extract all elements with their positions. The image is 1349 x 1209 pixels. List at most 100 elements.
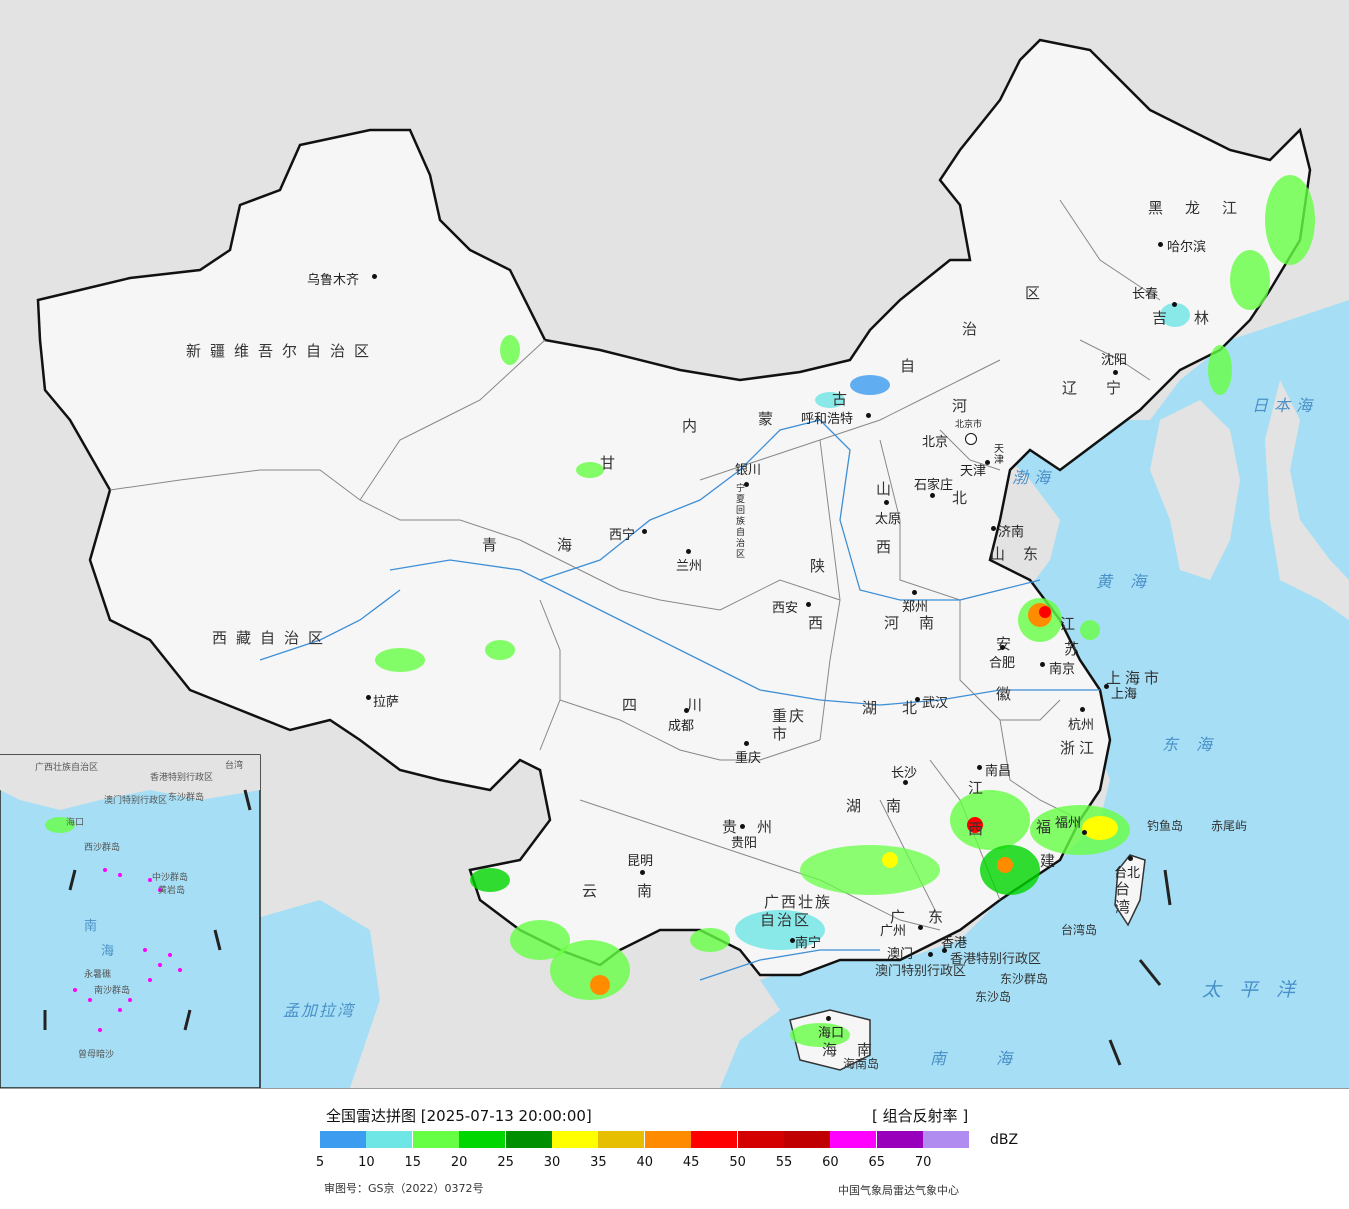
city-dot — [1040, 662, 1045, 667]
province-hui: 徽 — [996, 685, 1021, 703]
china-mainland — [36, 38, 1312, 977]
province-heilongjiang: 黑龙江 — [1148, 199, 1260, 217]
south-china-sea-inset — [0, 754, 261, 1088]
city-haikou: 海口 — [818, 1026, 845, 1041]
city-hangzhou: 杭州 — [1068, 718, 1095, 733]
legend-tick: 5 — [315, 1155, 325, 1170]
city-dot — [928, 952, 933, 957]
island-dongsha: 东沙岛 — [975, 990, 1012, 1004]
city-dot — [1104, 684, 1109, 689]
province-nan: 南 — [886, 797, 911, 815]
province-ning: 宁 — [1106, 379, 1131, 397]
city-dot — [640, 870, 645, 875]
province-xi: 西 — [808, 614, 833, 632]
province-chongqing: 重庆市 — [772, 707, 807, 743]
legend-tick: 45 — [682, 1155, 700, 1170]
city-dot — [866, 413, 871, 418]
province-guizhou: 贵州 — [722, 818, 793, 836]
approval-number: 审图号：GS京（2022）0372号 — [324, 1182, 484, 1195]
inset-haikou: 海口 — [66, 818, 85, 828]
province-shanghai: 上海市 — [1106, 669, 1164, 687]
city-dot — [991, 526, 996, 531]
city-dot — [930, 493, 935, 498]
legend-tick: 40 — [636, 1155, 654, 1170]
radar-map[interactable]: 新疆维吾尔自治区 西藏自治区 青海 甘 四川 云南 贵州 重庆市 陕 西 宁夏回… — [0, 0, 1349, 1088]
province-guangxi: 广西壮族 — [764, 893, 833, 911]
legend-tick: 20 — [450, 1155, 468, 1170]
inset-zhongsha: 中沙群岛 — [152, 873, 189, 883]
city-guangzhou: 广州 — [880, 924, 907, 939]
sea-east: 东海 — [1162, 735, 1231, 754]
city-dot — [744, 741, 749, 746]
province-dong: 东 — [928, 908, 953, 926]
sea-pacific: 太平洋 — [1202, 979, 1314, 1001]
map-canvas — [0, 0, 1349, 1088]
city-changchun: 长春 — [1132, 287, 1159, 302]
city-tianjin-shi: 天津 — [994, 444, 1004, 466]
inset-sea-nan: 南 — [84, 919, 98, 934]
province-shaan: 陕 — [810, 557, 835, 575]
city-dot — [642, 529, 647, 534]
province-shanxi-xi: 西 — [876, 538, 901, 556]
city-dot — [372, 274, 377, 279]
city-dot — [918, 925, 923, 930]
city-dot — [1172, 302, 1177, 307]
legend-swatch — [366, 1131, 413, 1148]
city-beijing: 北京 — [922, 435, 949, 450]
legend-swatch — [737, 1131, 784, 1148]
rivers — [259, 419, 1100, 981]
legend-tick: 55 — [775, 1155, 793, 1170]
inset-taiwan: 台湾 — [225, 761, 244, 771]
sea-bengal: 孟加拉湾 — [283, 1001, 356, 1020]
product-name: [ 组合反射率 ] — [872, 1107, 969, 1125]
city-zhengzhou: 郑州 — [902, 600, 929, 615]
inset-dongsha: 东沙群岛 — [168, 793, 205, 803]
city-shanghai: 上海 — [1111, 687, 1138, 702]
province-ningxia: 宁夏回族自治区 — [736, 484, 746, 560]
province-nei: 内 — [682, 417, 707, 435]
inset-yongshu: 永暑礁 — [84, 970, 112, 980]
island-dongsha-qundao: 东沙群岛 — [1000, 972, 1049, 986]
legend-swatch — [552, 1131, 598, 1148]
city-changsha: 长沙 — [891, 766, 918, 781]
city-dot — [744, 482, 749, 487]
province-zhejiang: 浙江 — [1060, 739, 1099, 757]
inset-hk: 香港特别行政区 — [150, 773, 214, 783]
city-dot — [826, 1016, 831, 1021]
city-shenyang: 沈阳 — [1101, 353, 1128, 368]
city-lhasa: 拉萨 — [373, 695, 400, 710]
legend-swatch — [691, 1131, 738, 1148]
province-su: 苏 — [1064, 640, 1089, 658]
legend-panel — [0, 1088, 1349, 1209]
city-dot — [1158, 242, 1163, 247]
island-taiwan: 台湾岛 — [1061, 923, 1098, 937]
city-dot — [942, 948, 947, 953]
island-chiwei: 赤尾屿 — [1211, 819, 1248, 833]
bay-of-bengal — [250, 900, 380, 1088]
city-dot — [790, 938, 795, 943]
city-nanjing: 南京 — [1049, 662, 1076, 677]
sea-bohai: 渤海 — [1012, 468, 1057, 487]
inset-guangxi: 广西壮族自治区 — [35, 763, 99, 773]
province-jian: 建 — [1040, 852, 1065, 870]
city-dot — [1128, 856, 1133, 861]
province-hebei-bei: 北 — [952, 489, 977, 507]
city-dot — [1080, 707, 1085, 712]
city-dot — [684, 708, 689, 713]
sea-japan: 日本海 — [1252, 396, 1319, 415]
province-he: 河 — [952, 397, 977, 415]
legend-swatch — [598, 1131, 645, 1148]
city-dot — [915, 697, 920, 702]
province-an: 安 — [996, 635, 1021, 653]
province-lin: 林 — [1194, 309, 1219, 327]
city-chongqing: 重庆 — [735, 751, 762, 766]
island-hainan: 海南岛 — [843, 1057, 880, 1071]
capital-icon — [965, 433, 977, 445]
inset-zengmu: 曾母暗沙 — [78, 1050, 115, 1060]
city-dot — [740, 824, 745, 829]
city-taipei: 台北 — [1114, 866, 1141, 881]
province-qinghai: 青海 — [482, 536, 633, 554]
city-tianjin: 天津 — [960, 464, 987, 479]
province-zi: 自 — [900, 357, 925, 375]
legend-swatch — [830, 1131, 877, 1148]
